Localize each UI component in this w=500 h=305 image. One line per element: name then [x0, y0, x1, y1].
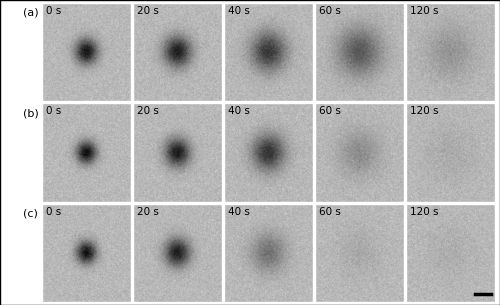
Text: (c): (c) — [22, 209, 38, 219]
Text: 120 s: 120 s — [410, 6, 438, 16]
Text: 20 s: 20 s — [137, 6, 159, 16]
Text: 40 s: 40 s — [228, 207, 250, 217]
Text: 40 s: 40 s — [228, 6, 250, 16]
Text: 120 s: 120 s — [410, 207, 438, 217]
Text: 60 s: 60 s — [319, 6, 340, 16]
Text: 40 s: 40 s — [228, 106, 250, 117]
Text: 20 s: 20 s — [137, 207, 159, 217]
Text: (a): (a) — [22, 8, 38, 18]
Text: 60 s: 60 s — [319, 106, 340, 117]
Text: 20 s: 20 s — [137, 106, 159, 117]
Text: (b): (b) — [22, 108, 38, 118]
Text: 120 s: 120 s — [410, 106, 438, 117]
Text: 60 s: 60 s — [319, 207, 340, 217]
Text: 0 s: 0 s — [46, 106, 62, 117]
Text: 0 s: 0 s — [46, 207, 62, 217]
Text: 0 s: 0 s — [46, 6, 62, 16]
